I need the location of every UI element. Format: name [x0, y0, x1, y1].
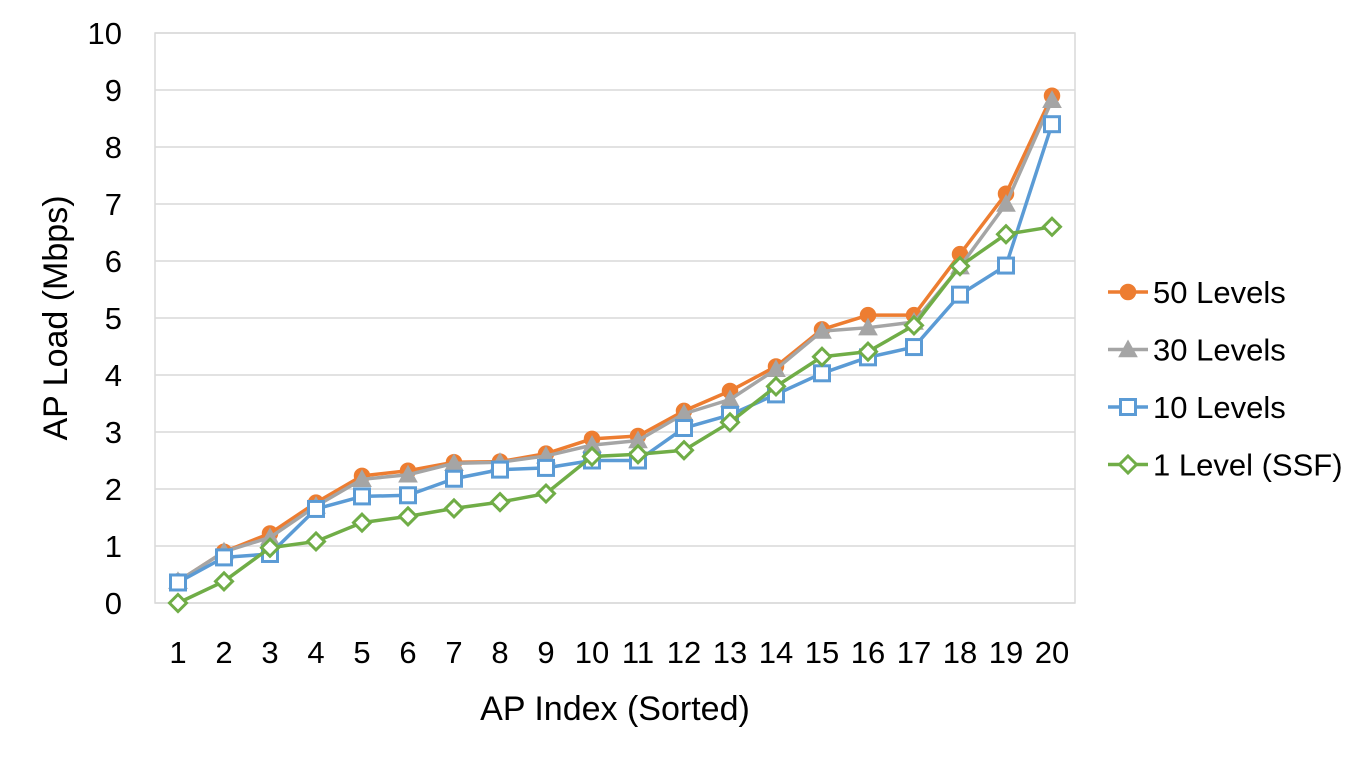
- data-point-marker: [903, 314, 925, 337]
- data-point-marker: [1042, 90, 1062, 108]
- data-point-marker: [995, 223, 1017, 245]
- legend-item: 10 Levels: [1108, 390, 1286, 425]
- data-point-marker: [353, 487, 371, 506]
- data-point-marker: [443, 497, 465, 520]
- legend-label: 1 Level (SSF): [1153, 448, 1343, 483]
- x-axis-title: AP Index (Sorted): [480, 690, 750, 728]
- x-tick-label: 3: [261, 635, 278, 670]
- data-point-marker: [397, 505, 419, 527]
- data-point-marker: [1043, 115, 1061, 134]
- x-tick-label: 8: [491, 635, 508, 670]
- series-2: [168, 90, 1062, 590]
- x-tick-label: 11: [622, 635, 654, 670]
- data-point-marker: [537, 458, 555, 477]
- y-tick-label: 1: [105, 529, 122, 564]
- data-point-marker: [949, 255, 971, 277]
- x-tick-label: 18: [943, 635, 977, 670]
- y-axis-tick-labels: 0 1 2 3 4 5 6 7 8 9 10: [88, 16, 122, 621]
- x-tick-label: 12: [667, 635, 701, 670]
- data-point-marker: [857, 341, 879, 363]
- legend-item: 50 Levels: [1108, 275, 1286, 310]
- data-point-marker: [445, 469, 463, 488]
- x-tick-label: 16: [851, 635, 885, 670]
- data-point-marker: [627, 443, 649, 465]
- data-point-marker: [811, 346, 833, 368]
- data-point-marker: [812, 321, 832, 339]
- y-tick-label: 6: [105, 244, 122, 279]
- data-point-marker: [169, 573, 187, 592]
- x-tick-label: 20: [1035, 635, 1069, 670]
- data-point-marker: [719, 411, 741, 433]
- x-tick-label: 1: [169, 635, 186, 670]
- data-point-marker: [399, 486, 417, 505]
- data-point-marker: [398, 464, 418, 483]
- data-point-marker: [307, 499, 325, 518]
- y-tick-label: 5: [105, 301, 122, 336]
- legend: 50 Levels 30 Levels 10 Levels 1 Level (SSF): [1108, 275, 1343, 483]
- data-point-marker: [997, 256, 1015, 275]
- x-tick-label: 17: [897, 635, 931, 670]
- x-tick-label: 4: [307, 635, 324, 670]
- x-tick-label: 6: [399, 635, 416, 670]
- data-point-marker: [905, 338, 923, 357]
- y-tick-label: 0: [105, 586, 122, 621]
- data-point-marker: [352, 469, 372, 488]
- series-3: [169, 115, 1061, 592]
- data-point-marker: [675, 419, 693, 438]
- series-line: [177, 225, 1053, 605]
- data-point-marker: [1117, 453, 1139, 476]
- data-point-marker: [351, 512, 373, 534]
- x-tick-label: 2: [215, 635, 232, 670]
- data-point-marker: [535, 482, 557, 505]
- plot-area-frame: [154, 32, 1076, 604]
- data-point-marker: [259, 537, 281, 559]
- data-point-marker: [673, 439, 695, 461]
- x-tick-label: 5: [353, 635, 370, 670]
- y-tick-label: 8: [105, 130, 122, 165]
- y-tick-label: 3: [105, 415, 122, 450]
- y-tick-label: 4: [105, 358, 122, 393]
- x-tick-label: 14: [759, 635, 793, 670]
- data-point-marker: [1118, 339, 1138, 358]
- data-point-marker: [305, 530, 327, 553]
- data-point-marker: [491, 460, 509, 479]
- data-point-marker: [167, 592, 189, 614]
- x-tick-label: 15: [805, 635, 839, 670]
- y-tick-label: 10: [88, 16, 122, 51]
- data-point-marker: [581, 445, 603, 468]
- legend-item: 30 Levels: [1108, 333, 1286, 368]
- legend-label: 30 Levels: [1153, 333, 1286, 368]
- data-point-marker: [813, 364, 831, 383]
- data-point-marker: [1119, 283, 1137, 301]
- x-tick-label: 19: [989, 635, 1023, 670]
- series-4: [167, 216, 1063, 614]
- data-point-marker: [765, 375, 787, 398]
- y-tick-label: 7: [105, 187, 122, 222]
- data-point-marker: [489, 491, 511, 513]
- y-tick-label: 2: [105, 472, 122, 507]
- data-point-marker: [858, 317, 878, 336]
- legend-item: 1 Level (SSF): [1108, 448, 1343, 483]
- x-tick-label: 13: [713, 635, 747, 670]
- x-tick-label: 7: [445, 635, 462, 670]
- x-axis-tick-labels: 1 2 3 4 5 6 7 8 9 10 11 12 13 14 15 16 17 18 19 20: [169, 635, 1069, 670]
- legend-label: 50 Levels: [1153, 275, 1286, 310]
- legend-label: 10 Levels: [1153, 390, 1286, 425]
- data-point-marker: [1119, 398, 1137, 416]
- data-point-marker: [951, 285, 969, 304]
- y-axis-title: AP Load (Mbps): [37, 195, 75, 440]
- x-tick-label: 10: [575, 635, 609, 670]
- data-point-marker: [996, 193, 1016, 212]
- data-point-marker: [213, 570, 235, 592]
- data-point-marker: [215, 548, 233, 567]
- y-tick-label: 9: [105, 73, 122, 108]
- series-layer: [167, 87, 1063, 614]
- x-tick-label: 9: [537, 635, 554, 670]
- data-point-marker: [1041, 216, 1063, 238]
